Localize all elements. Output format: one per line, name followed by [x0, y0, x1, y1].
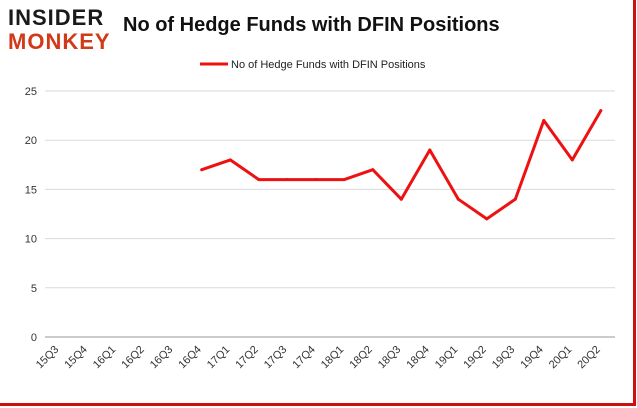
x-tick-label: 16Q3	[148, 344, 176, 372]
x-tick-label: 17Q4	[290, 344, 318, 372]
legend-label: No of Hedge Funds with DFIN Positions	[231, 59, 426, 71]
x-tick-label: 19Q4	[518, 344, 546, 372]
data-point	[428, 148, 432, 152]
logo-text-bottom: MONKEY	[8, 29, 111, 54]
data-point	[200, 168, 204, 172]
x-tick-label: 15Q4	[62, 344, 90, 372]
y-tick-label: 5	[31, 283, 37, 295]
x-tick-label: 19Q2	[461, 344, 489, 372]
x-tick-label: 18Q3	[376, 344, 404, 372]
x-tick-label: 20Q2	[575, 344, 603, 372]
chart-title: No of Hedge Funds with DFIN Positions	[123, 14, 500, 36]
data-point	[599, 109, 603, 113]
y-tick-label: 20	[25, 135, 37, 147]
x-tick-label: 18Q2	[347, 344, 375, 372]
y-tick-label: 15	[25, 184, 37, 196]
data-point	[485, 217, 489, 221]
x-tick-label: 19Q1	[433, 344, 461, 372]
data-point	[228, 158, 232, 162]
y-tick-label: 10	[25, 234, 37, 246]
data-point	[342, 178, 346, 182]
x-tick-label: 17Q1	[205, 344, 233, 372]
data-point	[513, 197, 517, 201]
data-point	[456, 197, 460, 201]
x-tick-label: 17Q2	[233, 344, 261, 372]
data-point	[257, 178, 261, 182]
logo-text-top: INSIDER	[8, 5, 105, 30]
x-tick-label: 20Q1	[547, 344, 575, 372]
x-tick-label: 18Q4	[404, 344, 432, 372]
x-tick-label: 16Q4	[176, 344, 204, 372]
insider-monkey-logo: INSIDER MONKEY	[8, 6, 120, 58]
x-tick-label: 19Q3	[490, 344, 518, 372]
x-tick-label: 16Q1	[91, 344, 119, 372]
x-tick-label: 17Q3	[262, 344, 290, 372]
data-point	[542, 119, 546, 123]
y-tick-label: 25	[25, 86, 37, 98]
data-point	[399, 197, 403, 201]
data-point	[285, 178, 289, 182]
series-line	[200, 109, 603, 221]
x-tick-label: 16Q2	[119, 344, 147, 372]
data-point	[371, 168, 375, 172]
x-tick-label: 15Q3	[34, 344, 62, 372]
x-tick-label: 18Q1	[319, 344, 347, 372]
y-tick-label: 0	[31, 332, 37, 344]
data-point	[570, 158, 574, 162]
data-point	[314, 178, 318, 182]
